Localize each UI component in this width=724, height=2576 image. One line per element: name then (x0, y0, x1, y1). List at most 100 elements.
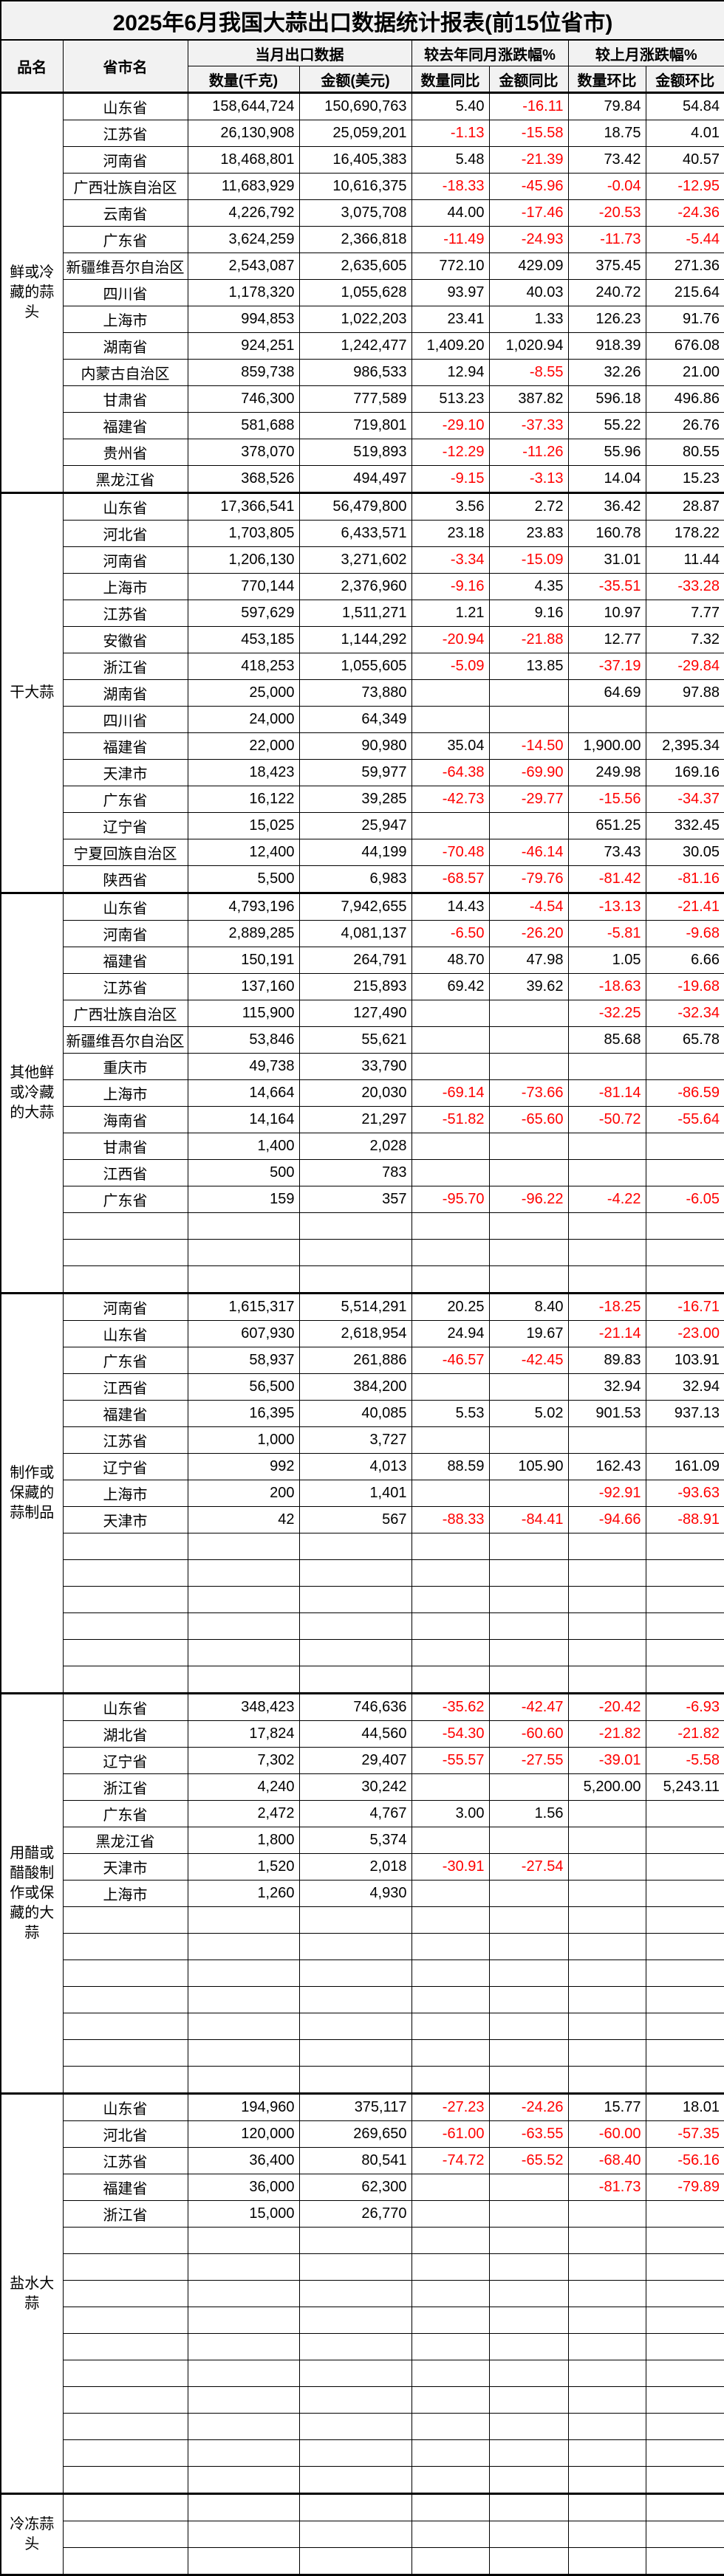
province-cell: 浙江省 (62, 1773, 188, 1801)
qty-mom-cell (567, 1853, 646, 1881)
qty-yoy-cell (411, 1026, 490, 1054)
amount-cell: 1,055,628 (298, 279, 412, 306)
province-cell: 山东省 (62, 492, 188, 521)
amount-cell (298, 1586, 412, 1613)
province-cell (62, 1933, 188, 1960)
qty-mom-cell: 73.42 (567, 146, 646, 174)
amt-yoy-cell: 387.82 (488, 385, 569, 413)
table-row: 福建省 36,000 62,300 -81.73 -79.89 (1, 2174, 724, 2201)
table-row (1, 2360, 724, 2387)
amt-yoy-cell (488, 1612, 569, 1640)
amount-cell (298, 2280, 412, 2307)
amt-mom-cell (645, 2521, 724, 2548)
province-cell: 上海市 (62, 573, 188, 600)
table-row: 鲜或冷藏的蒜头 山东省 158,644,724 150,690,763 5.40 -16.… (0, 92, 724, 493)
province-cell (62, 2439, 188, 2467)
amount-cell (298, 2413, 412, 2440)
amt-yoy-cell: -4.54 (488, 892, 569, 921)
qty-yoy-cell: -64.38 (411, 759, 490, 786)
amount-cell: 64,349 (298, 706, 412, 733)
amount-cell: 127,490 (298, 1000, 412, 1027)
amount-cell: 5,374 (298, 1827, 412, 1854)
amt-mom-cell (645, 1533, 724, 1560)
table-row: 其他鲜或冷藏的大蒜 山东省 4,793,196 7,942,655 14.43 -4.54… (0, 892, 724, 1294)
qty-mom-cell (567, 1586, 646, 1613)
amount-cell: 494,497 (298, 465, 412, 493)
qty-mom-cell (567, 2386, 646, 2414)
amt-mom-cell: 7.32 (645, 626, 724, 653)
amt-mom-cell (645, 2493, 724, 2521)
table-row (1, 2253, 724, 2281)
qty-cell: 746,300 (187, 385, 300, 413)
table-row: 内蒙古自治区 859,738 986,533 12.94 -8.55 32.26 21.00 (1, 359, 724, 386)
amount-cell: 55,621 (298, 1026, 412, 1054)
qty-cell: 15,025 (187, 812, 300, 839)
qty-cell: 56,500 (187, 1373, 300, 1401)
amt-mom-cell (645, 1800, 724, 1827)
qty-yoy-cell: -55.57 (411, 1747, 490, 1774)
qty-mom-cell: 79.84 (567, 92, 646, 120)
amt-mom-cell: 496.86 (645, 385, 724, 413)
amount-cell: 1,401 (298, 1480, 412, 1507)
amt-yoy-cell: -16.11 (488, 92, 569, 120)
province-cell: 上海市 (62, 1079, 188, 1107)
table-row: 河北省 120,000 269,650 -61.00 -63.55 -60.00 -57.3… (1, 2120, 724, 2148)
qty-mom-cell (567, 2013, 646, 2040)
qty-yoy-cell: -51.82 (411, 1106, 490, 1133)
table-row: 干大蒜 山东省 17,366,541 56,479,800 3.56 2.72 36.42 2… (0, 492, 724, 893)
amt-yoy-cell: -21.39 (488, 146, 569, 174)
qty-yoy-cell (411, 1000, 490, 1027)
table-row (1, 1212, 724, 1240)
province-cell: 天津市 (62, 1506, 188, 1533)
amt-yoy-cell: -3.13 (488, 465, 569, 493)
qty-mom-cell (567, 1159, 646, 1186)
amt-yoy-cell: 429.09 (488, 253, 569, 280)
amt-yoy-cell (488, 1000, 569, 1027)
province-cell: 湖南省 (62, 332, 188, 360)
amt-yoy-cell (488, 1265, 569, 1294)
amount-cell: 986,533 (298, 359, 412, 386)
qty-cell: 1,206,130 (187, 546, 300, 574)
province-cell (62, 1239, 188, 1266)
amt-mom-cell (645, 706, 724, 733)
amt-mom-cell (645, 1212, 724, 1240)
table-row: 黑龙江省 1,800 5,374 (1, 1827, 724, 1854)
amount-cell: 33,790 (298, 1053, 412, 1080)
amt-mom-cell: 11.44 (645, 546, 724, 574)
province-cell: 广东省 (62, 226, 188, 253)
amt-yoy-cell (488, 2227, 569, 2254)
qty-mom-cell: -4.22 (567, 1186, 646, 1213)
amount-cell: 215,893 (298, 973, 412, 1000)
amt-mom-cell (645, 1159, 724, 1186)
qty-cell: 159 (187, 1186, 300, 1213)
amt-yoy-cell (488, 2039, 569, 2067)
qty-mom-cell: 55.96 (567, 439, 646, 466)
qty-cell (187, 1265, 300, 1294)
qty-cell: 992 (187, 1453, 300, 1480)
table-row (1, 1612, 724, 1640)
qty-mom-cell (567, 1533, 646, 1560)
qty-yoy-cell (411, 2253, 490, 2281)
amt-mom-cell: 178.22 (645, 520, 724, 547)
amt-mom-cell (645, 2227, 724, 2254)
province-cell: 福建省 (62, 732, 188, 760)
qty-yoy-cell: 5.40 (411, 92, 490, 120)
province-cell: 陕西省 (62, 865, 188, 893)
province-cell (62, 2013, 188, 2040)
amount-cell: 567 (298, 1506, 412, 1533)
amount-cell: 7,942,655 (298, 892, 412, 921)
header-product: 品名 (0, 39, 64, 94)
qty-cell: 16,122 (187, 786, 300, 813)
province-cell: 贵州省 (62, 439, 188, 466)
amount-cell: 25,059,201 (298, 120, 412, 147)
table-row: 浙江省 418,253 1,055,605 -5.09 13.85 -37.19 -29.8… (1, 653, 724, 680)
qty-cell (187, 2280, 300, 2307)
table-row: 河南省 2,889,285 4,081,137 -6.50 -26.20 -5.81 -9.… (1, 920, 724, 947)
qty-yoy-cell: -42.73 (411, 786, 490, 813)
amt-yoy-cell: -15.58 (488, 120, 569, 147)
province-cell (62, 2280, 188, 2307)
amt-yoy-cell: -8.55 (488, 359, 569, 386)
product-category: 冷冻蒜头 (0, 2493, 64, 2576)
amt-mom-cell: 332.45 (645, 812, 724, 839)
province-cell: 湖北省 (62, 1720, 188, 1748)
